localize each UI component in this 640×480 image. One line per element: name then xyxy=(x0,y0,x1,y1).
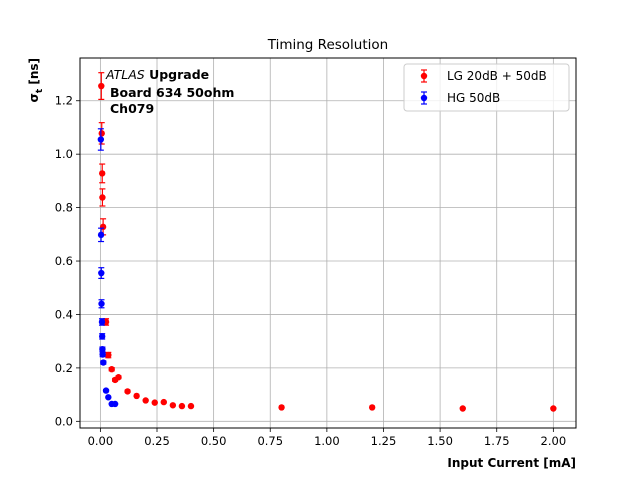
upgrade-label: Upgrade xyxy=(145,67,209,82)
data-point xyxy=(111,400,119,408)
data-point xyxy=(105,394,112,401)
data-point xyxy=(160,398,167,406)
chart-title: Timing Resolution xyxy=(267,37,388,53)
atlas-annotation-line1: ATLAS Upgrade xyxy=(105,67,209,82)
data-point xyxy=(99,345,106,353)
y-axis-label-symbol: σ xyxy=(27,93,41,102)
data-point xyxy=(151,399,158,406)
data-point xyxy=(105,351,112,359)
y-tick-label: 0.0 xyxy=(55,414,73,428)
x-tick-label: 0.00 xyxy=(88,434,114,448)
grid xyxy=(80,58,576,428)
legend-markers xyxy=(420,69,428,105)
data-point xyxy=(178,402,186,410)
x-tick-label: 0.50 xyxy=(201,434,227,448)
x-tick-label: 2.00 xyxy=(541,434,567,448)
legend: LG 20dB + 50dB HG 50dB xyxy=(403,63,570,112)
axis-ticks: 0.00 0.25 0.50 0.75 1.00 1.25 1.50 1.75 2.00 0.0 0… xyxy=(55,94,566,448)
data-point xyxy=(98,82,105,90)
legend-label-hg: HG 50dB xyxy=(447,91,500,105)
y-axis-label-subscript: t xyxy=(35,88,45,93)
data-point xyxy=(115,374,122,381)
data-point xyxy=(187,402,195,410)
data-point xyxy=(98,318,106,326)
y-axis-label-unit: [ns] xyxy=(27,58,41,89)
data-point xyxy=(100,359,107,366)
x-tick-label: 0.25 xyxy=(144,434,170,448)
x-tick-label: 1.75 xyxy=(484,434,510,448)
data-point xyxy=(278,404,285,411)
data-point xyxy=(368,404,376,411)
x-tick-label: 1.25 xyxy=(371,434,397,448)
data-point xyxy=(133,392,140,400)
y-tick-label: 0.4 xyxy=(55,307,73,321)
legend-marker xyxy=(420,72,428,80)
data-point xyxy=(97,136,105,143)
data-point xyxy=(97,231,105,239)
atlas-annotation-line2: Board 634 50ohm xyxy=(110,85,234,100)
y-tick-label: 1.2 xyxy=(55,94,73,108)
atlas-annotation-line3: Ch079 xyxy=(110,101,154,116)
y-tick-label: 0.8 xyxy=(55,201,73,215)
y-tick-label: 0.2 xyxy=(55,361,73,375)
plot-frame xyxy=(79,57,577,429)
data-point xyxy=(108,366,115,373)
data-point xyxy=(98,333,106,340)
data-point xyxy=(459,405,466,412)
data-point xyxy=(98,269,105,277)
data-point xyxy=(142,397,149,404)
x-tick-label: 1.00 xyxy=(314,434,340,448)
data-point xyxy=(98,300,105,307)
data-points xyxy=(97,72,557,412)
data-point xyxy=(102,387,110,394)
legend-label-lg: LG 20dB + 50dB xyxy=(447,69,547,83)
series-hg xyxy=(97,128,119,408)
legend-box xyxy=(403,63,570,112)
y-tick-label: 1.0 xyxy=(55,147,73,161)
x-tick-label: 1.50 xyxy=(427,434,453,448)
legend-marker xyxy=(420,94,428,102)
data-point xyxy=(99,351,106,358)
data-point xyxy=(124,388,131,395)
y-tick-label: 0.6 xyxy=(55,254,73,268)
data-point xyxy=(99,194,106,201)
data-point xyxy=(550,405,557,412)
data-point xyxy=(98,170,106,177)
data-point xyxy=(98,130,105,137)
x-tick-label: 0.75 xyxy=(257,434,283,448)
data-point xyxy=(169,402,177,409)
x-axis-label: Input Current [mA] xyxy=(447,456,576,470)
atlas-label: ATLAS xyxy=(105,67,145,82)
y-axis-label: σt [ns] xyxy=(27,58,45,103)
